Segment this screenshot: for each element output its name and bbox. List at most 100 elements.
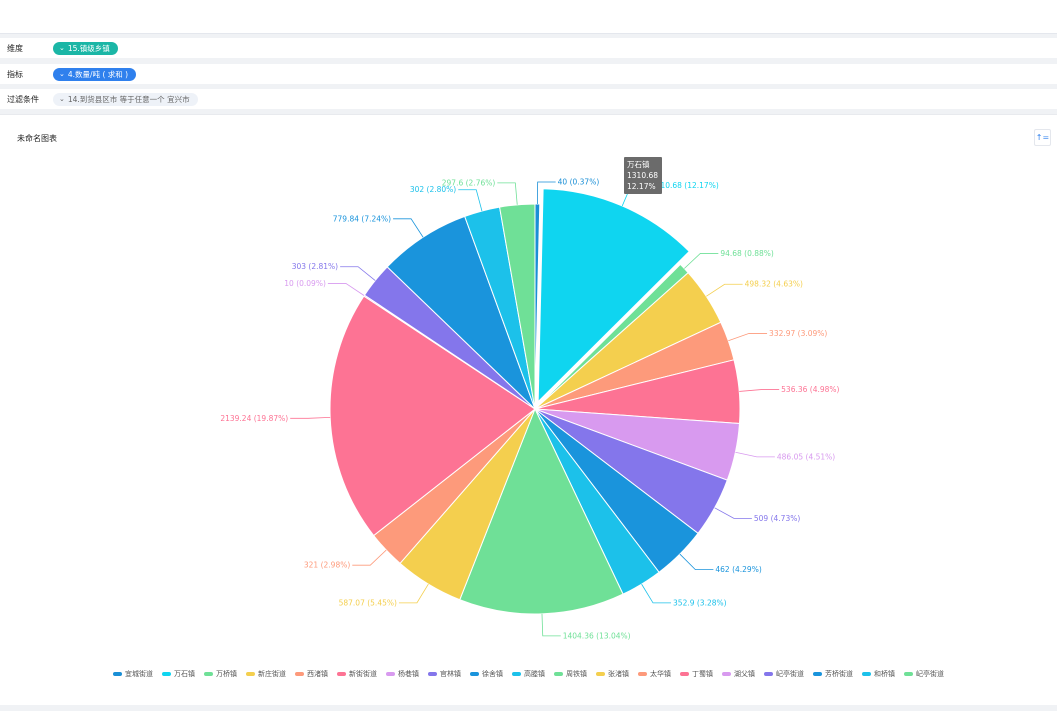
- legend-item[interactable]: 新街街道: [337, 669, 377, 679]
- metric-pill[interactable]: ⌄ 4.数量/吨 ( 求和 ): [53, 67, 137, 81]
- slice-data-label: 587.07 (5.45%): [339, 598, 397, 607]
- dimension-label: 维度: [7, 43, 23, 53]
- legend-label: 万桥镇: [216, 670, 237, 678]
- legend-label: 新庄街道: [258, 670, 286, 678]
- legend-label: 万石镇: [174, 670, 195, 678]
- chevron-down-icon: ⌄: [59, 70, 65, 78]
- label-leader-line: [728, 333, 768, 342]
- chevron-down-icon: ⌄: [59, 95, 65, 103]
- legend-item[interactable]: 屺亭街道: [764, 669, 804, 679]
- slice-data-label: 509 (4.73%): [754, 514, 800, 523]
- slice-data-label: 302 (2.80%): [410, 185, 456, 194]
- legend-swatch: [813, 672, 822, 676]
- legend-label: 西渚镇: [307, 670, 328, 678]
- legend-swatch: [295, 672, 304, 676]
- label-leader-line: [706, 283, 743, 297]
- condition-pill[interactable]: ⌄ 14.到货县区市 等于任意一个 宜兴市: [53, 92, 198, 106]
- slice-data-label: 536.36 (4.98%): [781, 385, 839, 394]
- label-leader-line: [340, 266, 376, 281]
- slice-data-label: 303 (2.81%): [292, 262, 338, 271]
- slice-data-label: 321 (2.98%): [304, 561, 350, 570]
- legend-item[interactable]: 新庄街道: [246, 669, 286, 679]
- legend-label: 杨巷镇: [398, 670, 419, 678]
- legend-swatch: [428, 672, 437, 676]
- legend-item[interactable]: 万桥镇: [204, 669, 237, 679]
- legend-swatch: [680, 672, 689, 676]
- legend-label: 太华镇: [650, 670, 671, 678]
- label-leader-line: [641, 583, 672, 604]
- legend-item[interactable]: 和桥镇: [862, 669, 895, 679]
- metric-label: 指标: [7, 69, 23, 79]
- legend-item[interactable]: 徐舍镇: [470, 669, 503, 679]
- tooltip: 万石镇 1310.68 12.17%: [624, 157, 662, 194]
- legend-swatch: [246, 672, 255, 676]
- tooltip-name: 万石镇: [627, 160, 650, 169]
- legend-swatch: [386, 672, 395, 676]
- legend-label: 徐舍镇: [482, 670, 503, 678]
- slice-data-label: 352.9 (3.28%): [673, 598, 727, 607]
- legend-swatch: [554, 672, 563, 676]
- label-leader-line: [735, 451, 775, 458]
- dimension-row: 维度 ⌄ 15.镇级乡镇: [0, 38, 1057, 58]
- slice-data-label: 297.6 (2.76%): [442, 178, 496, 187]
- legend-item[interactable]: 丁蜀镇: [680, 669, 713, 679]
- slice-data-label: 1310.68 (12.17%): [651, 181, 719, 190]
- pie-chart: 40 (0.37%) 1310.68 (12.17%) 94.68 (0.88%) 4…: [220, 178, 839, 641]
- legend-item[interactable]: 高塍镇: [512, 669, 545, 679]
- legend-item[interactable]: 湖父镇: [722, 669, 755, 679]
- dimension-value: 15.镇级乡镇: [67, 43, 110, 53]
- chevron-down-icon: ⌄: [59, 44, 65, 52]
- slice-data-label: 40 (0.37%): [558, 178, 600, 187]
- label-leader-line: [714, 507, 752, 519]
- legend-swatch: [722, 672, 731, 676]
- slice-data-label: 779.84 (7.24%): [333, 214, 391, 223]
- label-leader-line: [327, 283, 365, 296]
- legend-swatch: [512, 672, 521, 676]
- legend-label: 湖父镇: [734, 670, 755, 678]
- legend-item[interactable]: 屺亭街道: [904, 669, 944, 679]
- slice-data-label: 2139.24 (19.87%): [220, 414, 288, 423]
- legend-item[interactable]: 太华镇: [638, 669, 671, 679]
- legend-swatch: [337, 672, 346, 676]
- legend-swatch: [162, 672, 171, 676]
- legend-swatch: [904, 672, 913, 676]
- pie-slice[interactable]: [459, 407, 624, 615]
- label-leader-line: [679, 553, 714, 571]
- legend-item[interactable]: 芳桥街道: [813, 669, 853, 679]
- legend-swatch: [596, 672, 605, 676]
- legend-label: 张渚镇: [608, 670, 629, 678]
- legend-swatch: [764, 672, 773, 676]
- chart-title: 未命名图表: [17, 134, 57, 143]
- label-leader-line: [458, 189, 483, 212]
- slice-data-label: 462 (4.29%): [715, 565, 761, 574]
- legend-item[interactable]: 西渚镇: [295, 669, 328, 679]
- condition-row: 过滤条件 ⌄ 14.到货县区市 等于任意一个 宜兴市: [0, 89, 1057, 109]
- condition-value: 14.到货县区市 等于任意一个 宜兴市: [67, 94, 190, 104]
- legend-item[interactable]: 杨巷镇: [386, 669, 419, 679]
- label-leader-line: [290, 417, 331, 419]
- legend-swatch: [862, 672, 871, 676]
- legend-swatch: [638, 672, 647, 676]
- dimension-pill[interactable]: ⌄ 15.镇级乡镇: [53, 41, 118, 55]
- slice-data-label: 486.05 (4.51%): [777, 452, 835, 461]
- legend-item[interactable]: 张渚镇: [596, 669, 629, 679]
- legend-label: 丁蜀镇: [692, 670, 713, 678]
- label-leader-line: [398, 583, 429, 604]
- slice-data-label: 498.32 (4.63%): [745, 280, 803, 289]
- label-leader-line: [497, 182, 518, 205]
- top-bar: [0, 0, 1057, 34]
- metric-value: 4.数量/吨 ( 求和 ): [67, 69, 129, 79]
- legend-label: 高塍镇: [524, 670, 545, 678]
- label-leader-line: [352, 549, 387, 566]
- label-leader-line: [393, 218, 424, 238]
- slice-data-label: 1404.36 (13.04%): [563, 631, 631, 640]
- legend-item[interactable]: 宜城街道: [113, 669, 153, 679]
- legend-swatch: [204, 672, 213, 676]
- legend-item[interactable]: 周铁镇: [554, 669, 587, 679]
- legend-item[interactable]: 万石镇: [162, 669, 195, 679]
- sort-icon[interactable]: ↑=: [1034, 129, 1051, 146]
- bottom-strip: [0, 705, 1057, 711]
- legend-item[interactable]: 官林镇: [428, 669, 461, 679]
- chart-legend: 宜城街道 万石镇 万桥镇 新庄街道 西渚镇 新街街道 杨巷镇 官林镇 徐舍镇 高塍镇 周铁镇 张渚镇 太…: [0, 669, 1057, 679]
- legend-swatch: [470, 672, 479, 676]
